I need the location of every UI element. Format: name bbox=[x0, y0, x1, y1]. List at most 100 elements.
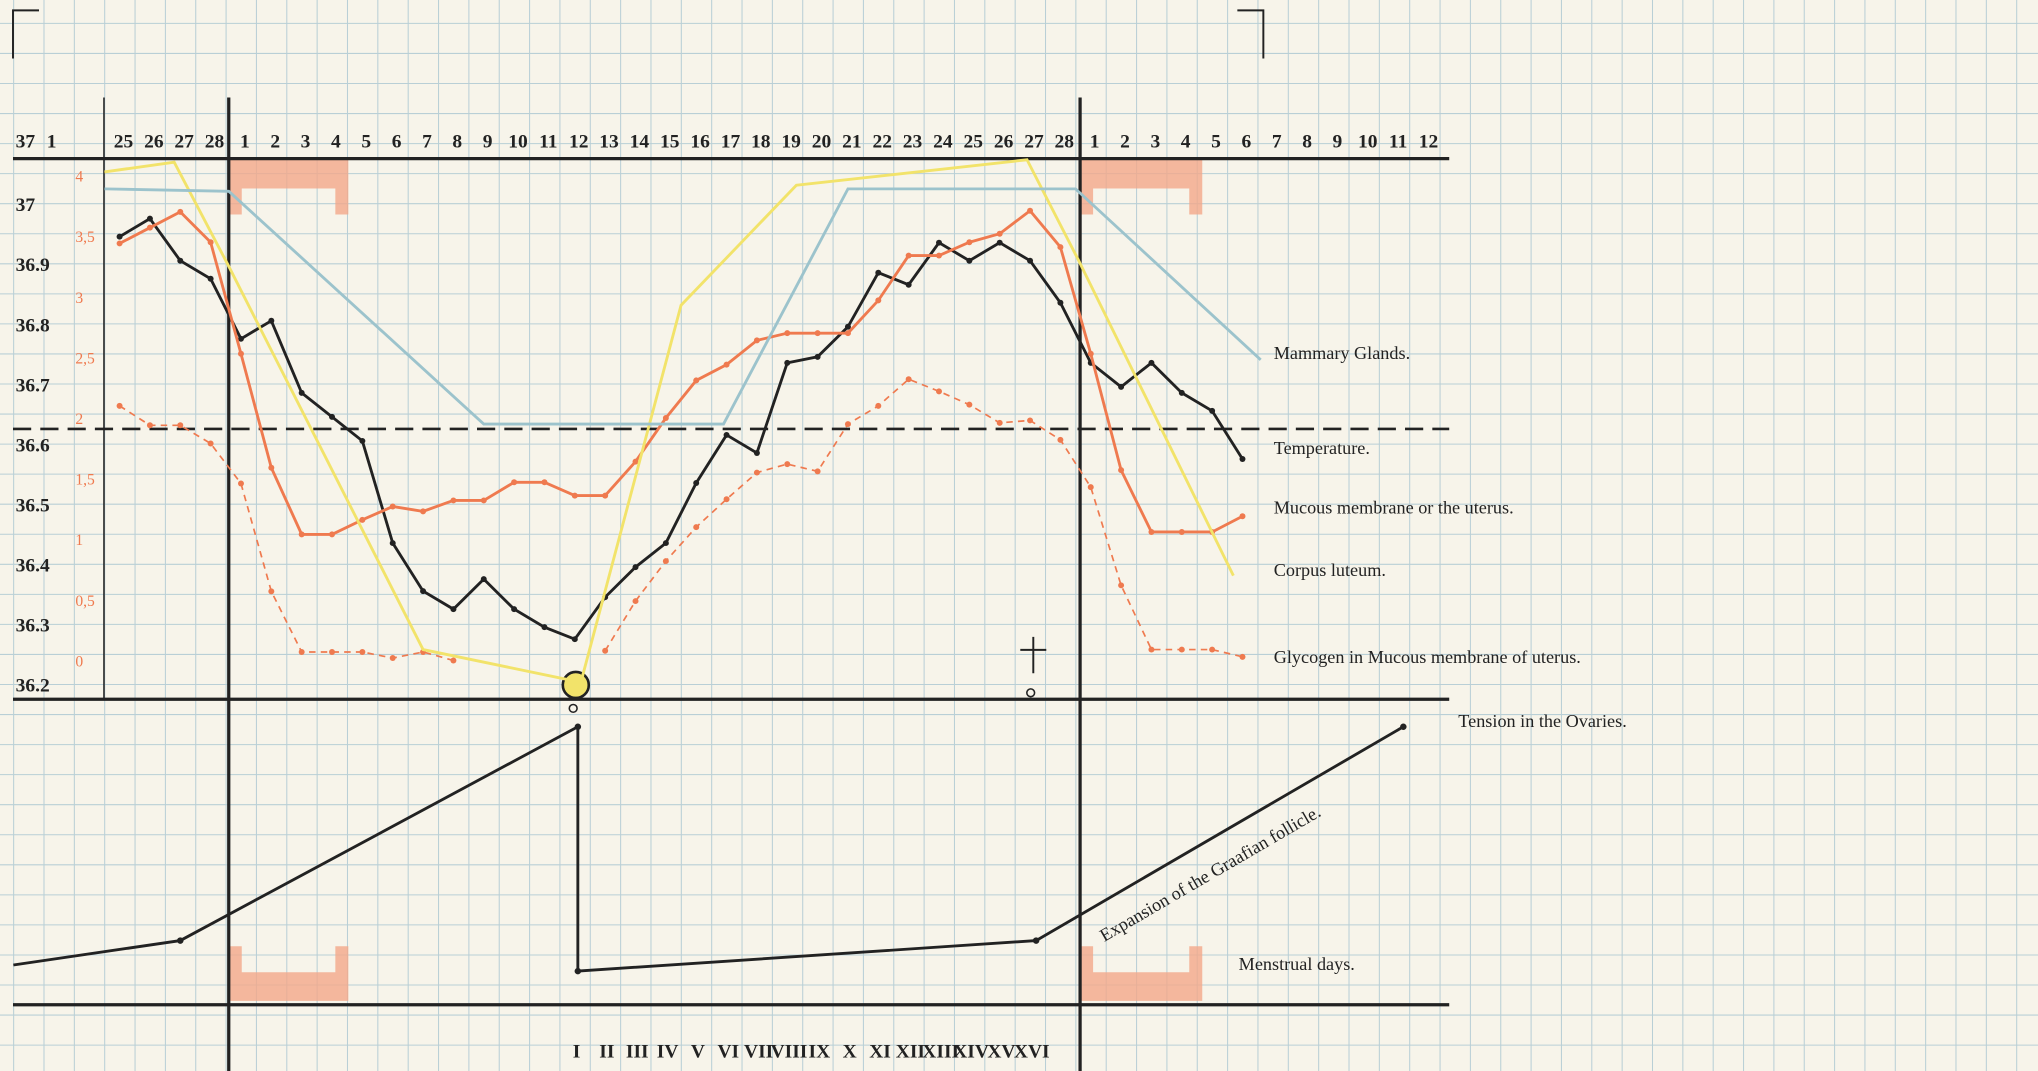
menstrual-block bbox=[228, 158, 1203, 215]
data-point bbox=[905, 252, 912, 259]
x-tick-label: 18 bbox=[751, 131, 771, 152]
data-point bbox=[207, 239, 214, 246]
frame bbox=[12, 9, 1450, 1071]
x-tick-label: 8 bbox=[452, 131, 462, 152]
data-point bbox=[1027, 417, 1034, 424]
x-tick-label: 8 bbox=[1302, 131, 1312, 152]
data-point bbox=[1027, 207, 1034, 214]
data-point bbox=[632, 564, 639, 571]
data-point bbox=[996, 239, 1003, 246]
data-point bbox=[298, 389, 305, 396]
x-tick-label: 7 bbox=[422, 131, 432, 152]
x-tick-label: 28 bbox=[1055, 131, 1075, 152]
y-tick-label: 36.3 bbox=[16, 616, 50, 637]
roman-label: XI bbox=[869, 1041, 891, 1062]
data-point bbox=[420, 588, 427, 595]
y-tick-label: 36.7 bbox=[16, 375, 50, 396]
data-point bbox=[511, 606, 518, 613]
x-tick-label: 12 bbox=[1419, 131, 1438, 152]
roman-label: VI bbox=[717, 1041, 739, 1062]
data-point bbox=[177, 208, 184, 215]
series-line bbox=[604, 378, 1243, 658]
data-point bbox=[662, 415, 669, 421]
y-tick-label: 36.5 bbox=[16, 495, 50, 516]
data-point bbox=[905, 376, 912, 383]
x-tick-label: 16 bbox=[690, 131, 710, 152]
y-tick-label: 36.8 bbox=[16, 315, 50, 336]
data-point bbox=[1148, 359, 1155, 366]
legend-label: Temperature. bbox=[1274, 438, 1370, 458]
data-point bbox=[966, 257, 973, 264]
data-point bbox=[480, 576, 487, 583]
data-point bbox=[875, 269, 882, 276]
x-tick-label: 11 bbox=[1389, 131, 1407, 152]
data-point bbox=[1032, 937, 1040, 944]
data-point bbox=[177, 257, 184, 264]
roman-label: XVI bbox=[1014, 1041, 1050, 1062]
x-tick-label: 5 bbox=[361, 131, 371, 152]
data-point bbox=[268, 317, 275, 324]
data-point bbox=[1057, 299, 1064, 306]
data-point bbox=[1027, 257, 1034, 264]
data-point bbox=[359, 648, 366, 655]
data-point bbox=[329, 648, 336, 655]
data-point bbox=[844, 330, 851, 337]
x-tick-label: 7 bbox=[1272, 131, 1282, 152]
data-point bbox=[146, 224, 153, 231]
data-point bbox=[996, 419, 1003, 426]
data-point bbox=[450, 657, 457, 664]
x-tick-label: 17 bbox=[721, 131, 741, 152]
data-point bbox=[1118, 582, 1125, 589]
series-line bbox=[119, 405, 454, 662]
data-point bbox=[602, 492, 609, 499]
data-point bbox=[753, 337, 760, 344]
series-line bbox=[104, 158, 1235, 684]
data-point bbox=[784, 359, 791, 366]
data-point bbox=[116, 240, 123, 247]
series-line bbox=[104, 187, 1262, 426]
data-point bbox=[1148, 646, 1155, 653]
data-point bbox=[996, 230, 1003, 237]
data-point bbox=[268, 588, 275, 595]
data-point bbox=[389, 503, 396, 510]
data-point bbox=[1209, 646, 1216, 653]
data-point bbox=[632, 458, 639, 465]
roman-label: XIV bbox=[953, 1041, 989, 1062]
data-point bbox=[116, 402, 123, 409]
data-point bbox=[237, 350, 244, 357]
data-point bbox=[541, 479, 548, 486]
y2-tick-label: 2 bbox=[75, 411, 83, 428]
corner-label: 1 bbox=[47, 131, 57, 152]
roman-label: X bbox=[843, 1041, 857, 1062]
data-point bbox=[298, 531, 305, 538]
data-point bbox=[602, 647, 609, 654]
data-point bbox=[966, 239, 973, 246]
roman-label: IV bbox=[657, 1041, 679, 1062]
data-point bbox=[237, 335, 244, 342]
x-tick-label: 5 bbox=[1211, 131, 1221, 152]
roman-label: III bbox=[626, 1041, 649, 1062]
y2-tick-label: 1 bbox=[75, 532, 83, 549]
corner-label: 37 bbox=[16, 131, 36, 152]
x-tick-label: 15 bbox=[660, 131, 680, 152]
data-point bbox=[875, 297, 882, 304]
data-point bbox=[662, 558, 669, 565]
x-tick-label: 28 bbox=[205, 131, 225, 152]
data-point bbox=[1239, 513, 1246, 520]
y-tick-label: 36.6 bbox=[16, 435, 50, 456]
y2-tick-label: 2,5 bbox=[75, 350, 95, 367]
series-line bbox=[118, 208, 1244, 536]
data-point bbox=[1057, 436, 1064, 443]
x-tick-label: 14 bbox=[630, 131, 650, 152]
data-point bbox=[632, 598, 639, 605]
data-point bbox=[693, 377, 700, 384]
data-point bbox=[207, 275, 214, 282]
x-tick-label: 9 bbox=[483, 131, 493, 152]
data-point bbox=[359, 437, 366, 444]
x-tick-label: 9 bbox=[1333, 131, 1343, 152]
data-point bbox=[1178, 389, 1185, 396]
x-tick-label: 20 bbox=[812, 131, 831, 152]
y2-tick-label: 3,5 bbox=[75, 229, 95, 246]
roman-label: V bbox=[691, 1041, 705, 1062]
